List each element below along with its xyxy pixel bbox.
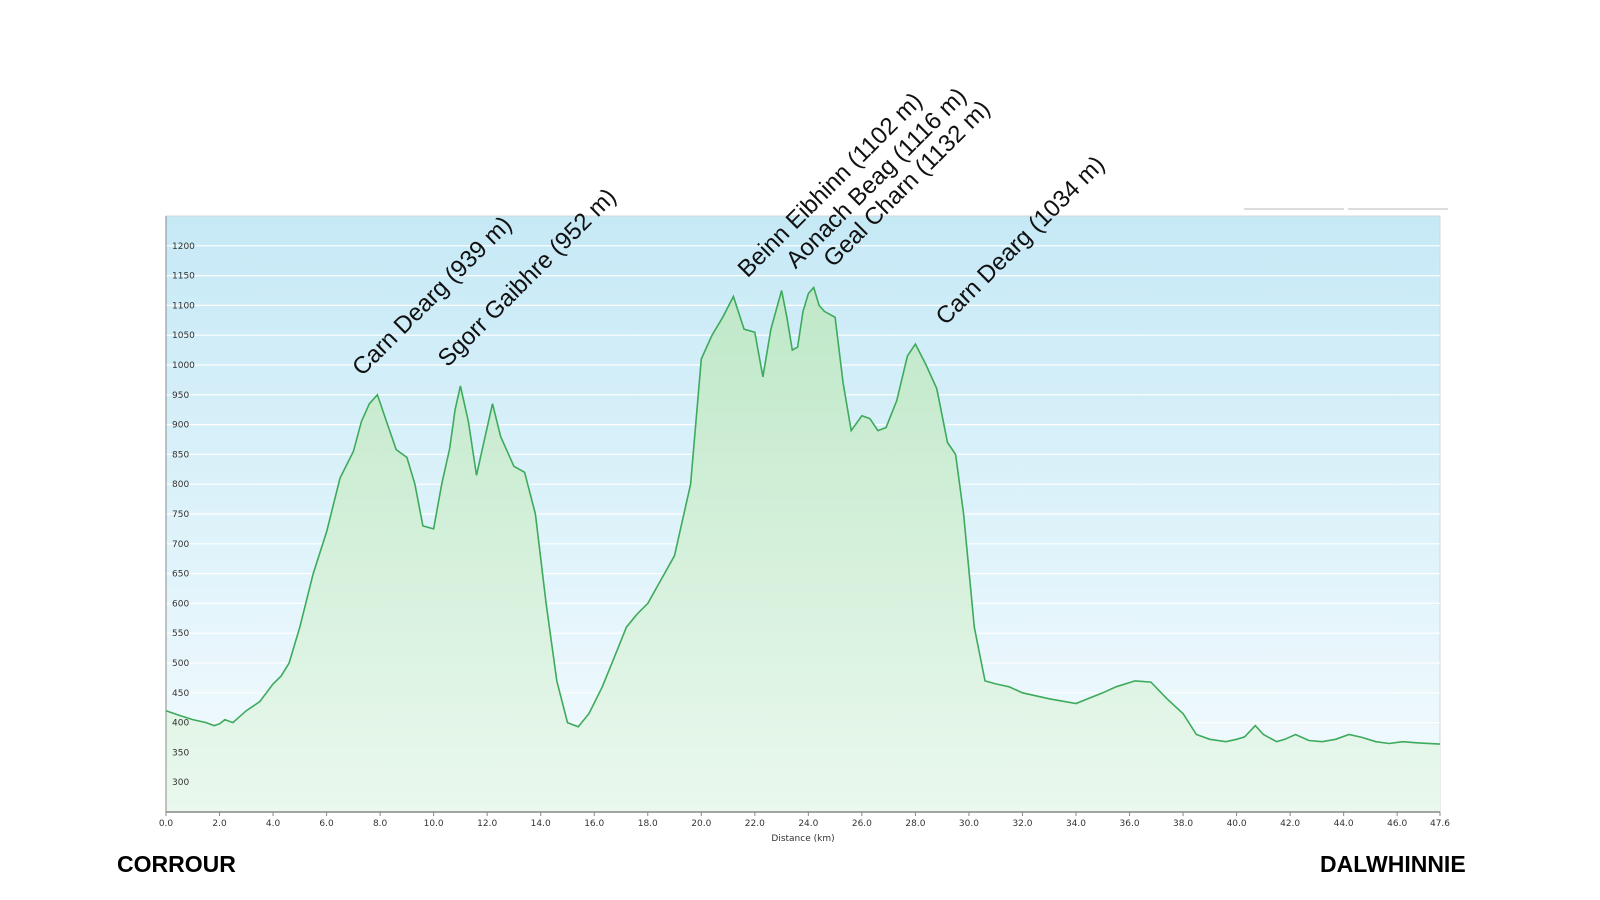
x-tick-label: 34.0	[1066, 819, 1086, 829]
y-tick-label: 550	[172, 629, 189, 639]
x-tick-label: 47.6	[1430, 819, 1450, 829]
y-tick-label: 850	[172, 450, 189, 460]
y-tick-label: 300	[172, 778, 189, 788]
x-tick-label: 4.0	[266, 819, 281, 829]
elevation-line	[165, 285, 1441, 745]
x-tick-labels: 0.0 2.0 4.0 6.0 8.0 10.0 12.0 14.0 16.0 18.0 20.0 2…	[159, 812, 1450, 829]
x-tick-label: 18.0	[638, 819, 658, 829]
y-tick-label: 1150	[172, 272, 195, 282]
x-tick-label: 28.0	[905, 819, 925, 829]
x-tick-label: 22.0	[745, 819, 765, 829]
x-tick-label: 46.0	[1387, 819, 1407, 829]
start-location-label: CORROUR	[117, 851, 236, 877]
y-tick-label: 450	[172, 689, 189, 699]
x-tick-label: 6.0	[319, 819, 334, 829]
y-tick-label: 1100	[172, 301, 195, 311]
x-tick-label: 20.0	[691, 819, 711, 829]
x-tick-label: 12.0	[477, 819, 497, 829]
x-tick-label: 32.0	[1012, 819, 1032, 829]
y-tick-label: 350	[172, 748, 189, 758]
y-tick-label: 400	[172, 719, 189, 729]
x-tick-label: 36.0	[1120, 819, 1140, 829]
x-tick-label: 26.0	[852, 819, 872, 829]
x-tick-label: 38.0	[1173, 819, 1193, 829]
axes	[165, 216, 1440, 813]
x-tick-label: 0.0	[159, 819, 174, 829]
y-tick-label: 600	[172, 599, 189, 609]
x-tick-label: 40.0	[1227, 819, 1247, 829]
x-tick-label: 14.0	[531, 819, 551, 829]
x-axis-title: Distance (km)	[771, 834, 834, 844]
y-tick-label: 800	[172, 480, 189, 490]
y-tick-label: 750	[172, 510, 189, 520]
y-tick-label: 1000	[172, 361, 195, 371]
y-tick-label: 900	[172, 421, 189, 431]
end-location-label: DALWHINNIE	[1320, 851, 1466, 877]
y-tick-label: 950	[172, 391, 189, 401]
y-tick-label: 1050	[172, 331, 195, 341]
y-tick-label: 700	[172, 540, 189, 550]
x-tick-label: 42.0	[1280, 819, 1300, 829]
x-tick-label: 30.0	[959, 819, 979, 829]
y-tick-label: 1200	[172, 242, 195, 252]
y-tick-labels: 300 350 400 450 500 550 600 650 700 750 800 850 900 9…	[172, 242, 195, 788]
y-tick-label: 650	[172, 570, 189, 580]
elevation-area	[166, 287, 1440, 812]
x-tick-label: 24.0	[798, 819, 818, 829]
x-tick-label: 2.0	[212, 819, 227, 829]
x-tick-label: 44.0	[1334, 819, 1354, 829]
x-tick-label: 10.0	[424, 819, 444, 829]
y-tick-label: 500	[172, 659, 189, 669]
x-tick-label: 16.0	[584, 819, 604, 829]
x-tick-label: 8.0	[373, 819, 388, 829]
